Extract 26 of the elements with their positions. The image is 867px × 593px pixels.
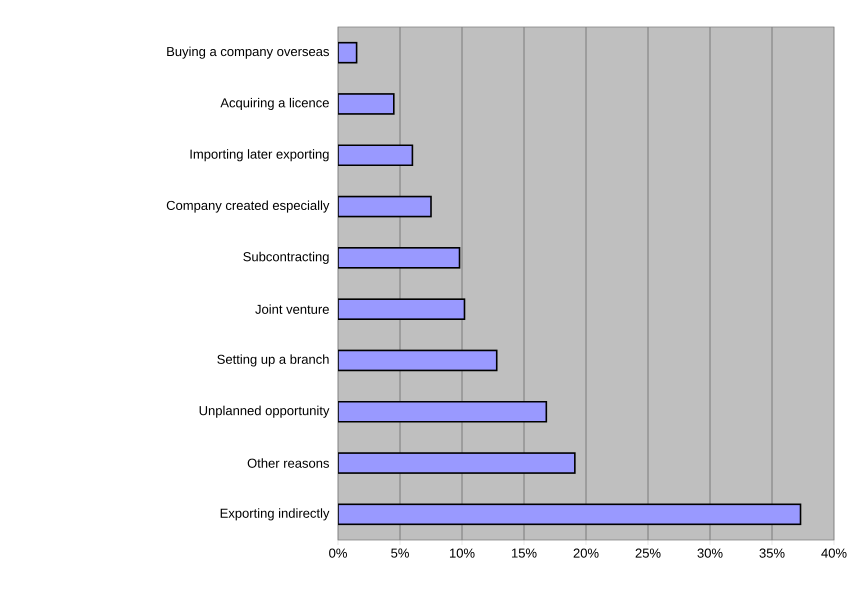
y-tick-label: Exporting indirectly [220, 508, 330, 520]
bar [338, 350, 498, 372]
bar [338, 504, 802, 526]
x-tick-label: 20% [574, 548, 599, 558]
bar [338, 400, 548, 423]
x-tick-label: 40% [821, 548, 847, 558]
x-tick-label: 30% [697, 548, 723, 558]
y-tick-label: Importing later exporting [190, 149, 329, 162]
y-tick-label: Setting up a branch [217, 354, 329, 366]
x-tick-label: 35% [759, 548, 785, 558]
bar [338, 144, 414, 166]
x-tick-label: 0% [329, 548, 347, 558]
y-tick-label: Buying a company overseas [167, 46, 329, 59]
x-tick-label: 25% [636, 548, 661, 558]
bar [338, 298, 466, 320]
x-tick-label: 5% [391, 548, 409, 558]
y-tick-label: Acquiring a licence [220, 98, 329, 110]
y-tick-label: Subcontracting [243, 252, 329, 264]
y-tick-label: Joint venture [255, 304, 329, 314]
x-tick-label: 10% [450, 548, 475, 558]
y-tick-label: Unplanned opportunity [200, 406, 330, 418]
y-tick-label: Other reasons [248, 458, 329, 468]
y-tick-label: Company created especially [166, 200, 330, 213]
x-tick-label: 15% [512, 548, 537, 558]
bar [338, 93, 395, 115]
bar [338, 247, 460, 269]
